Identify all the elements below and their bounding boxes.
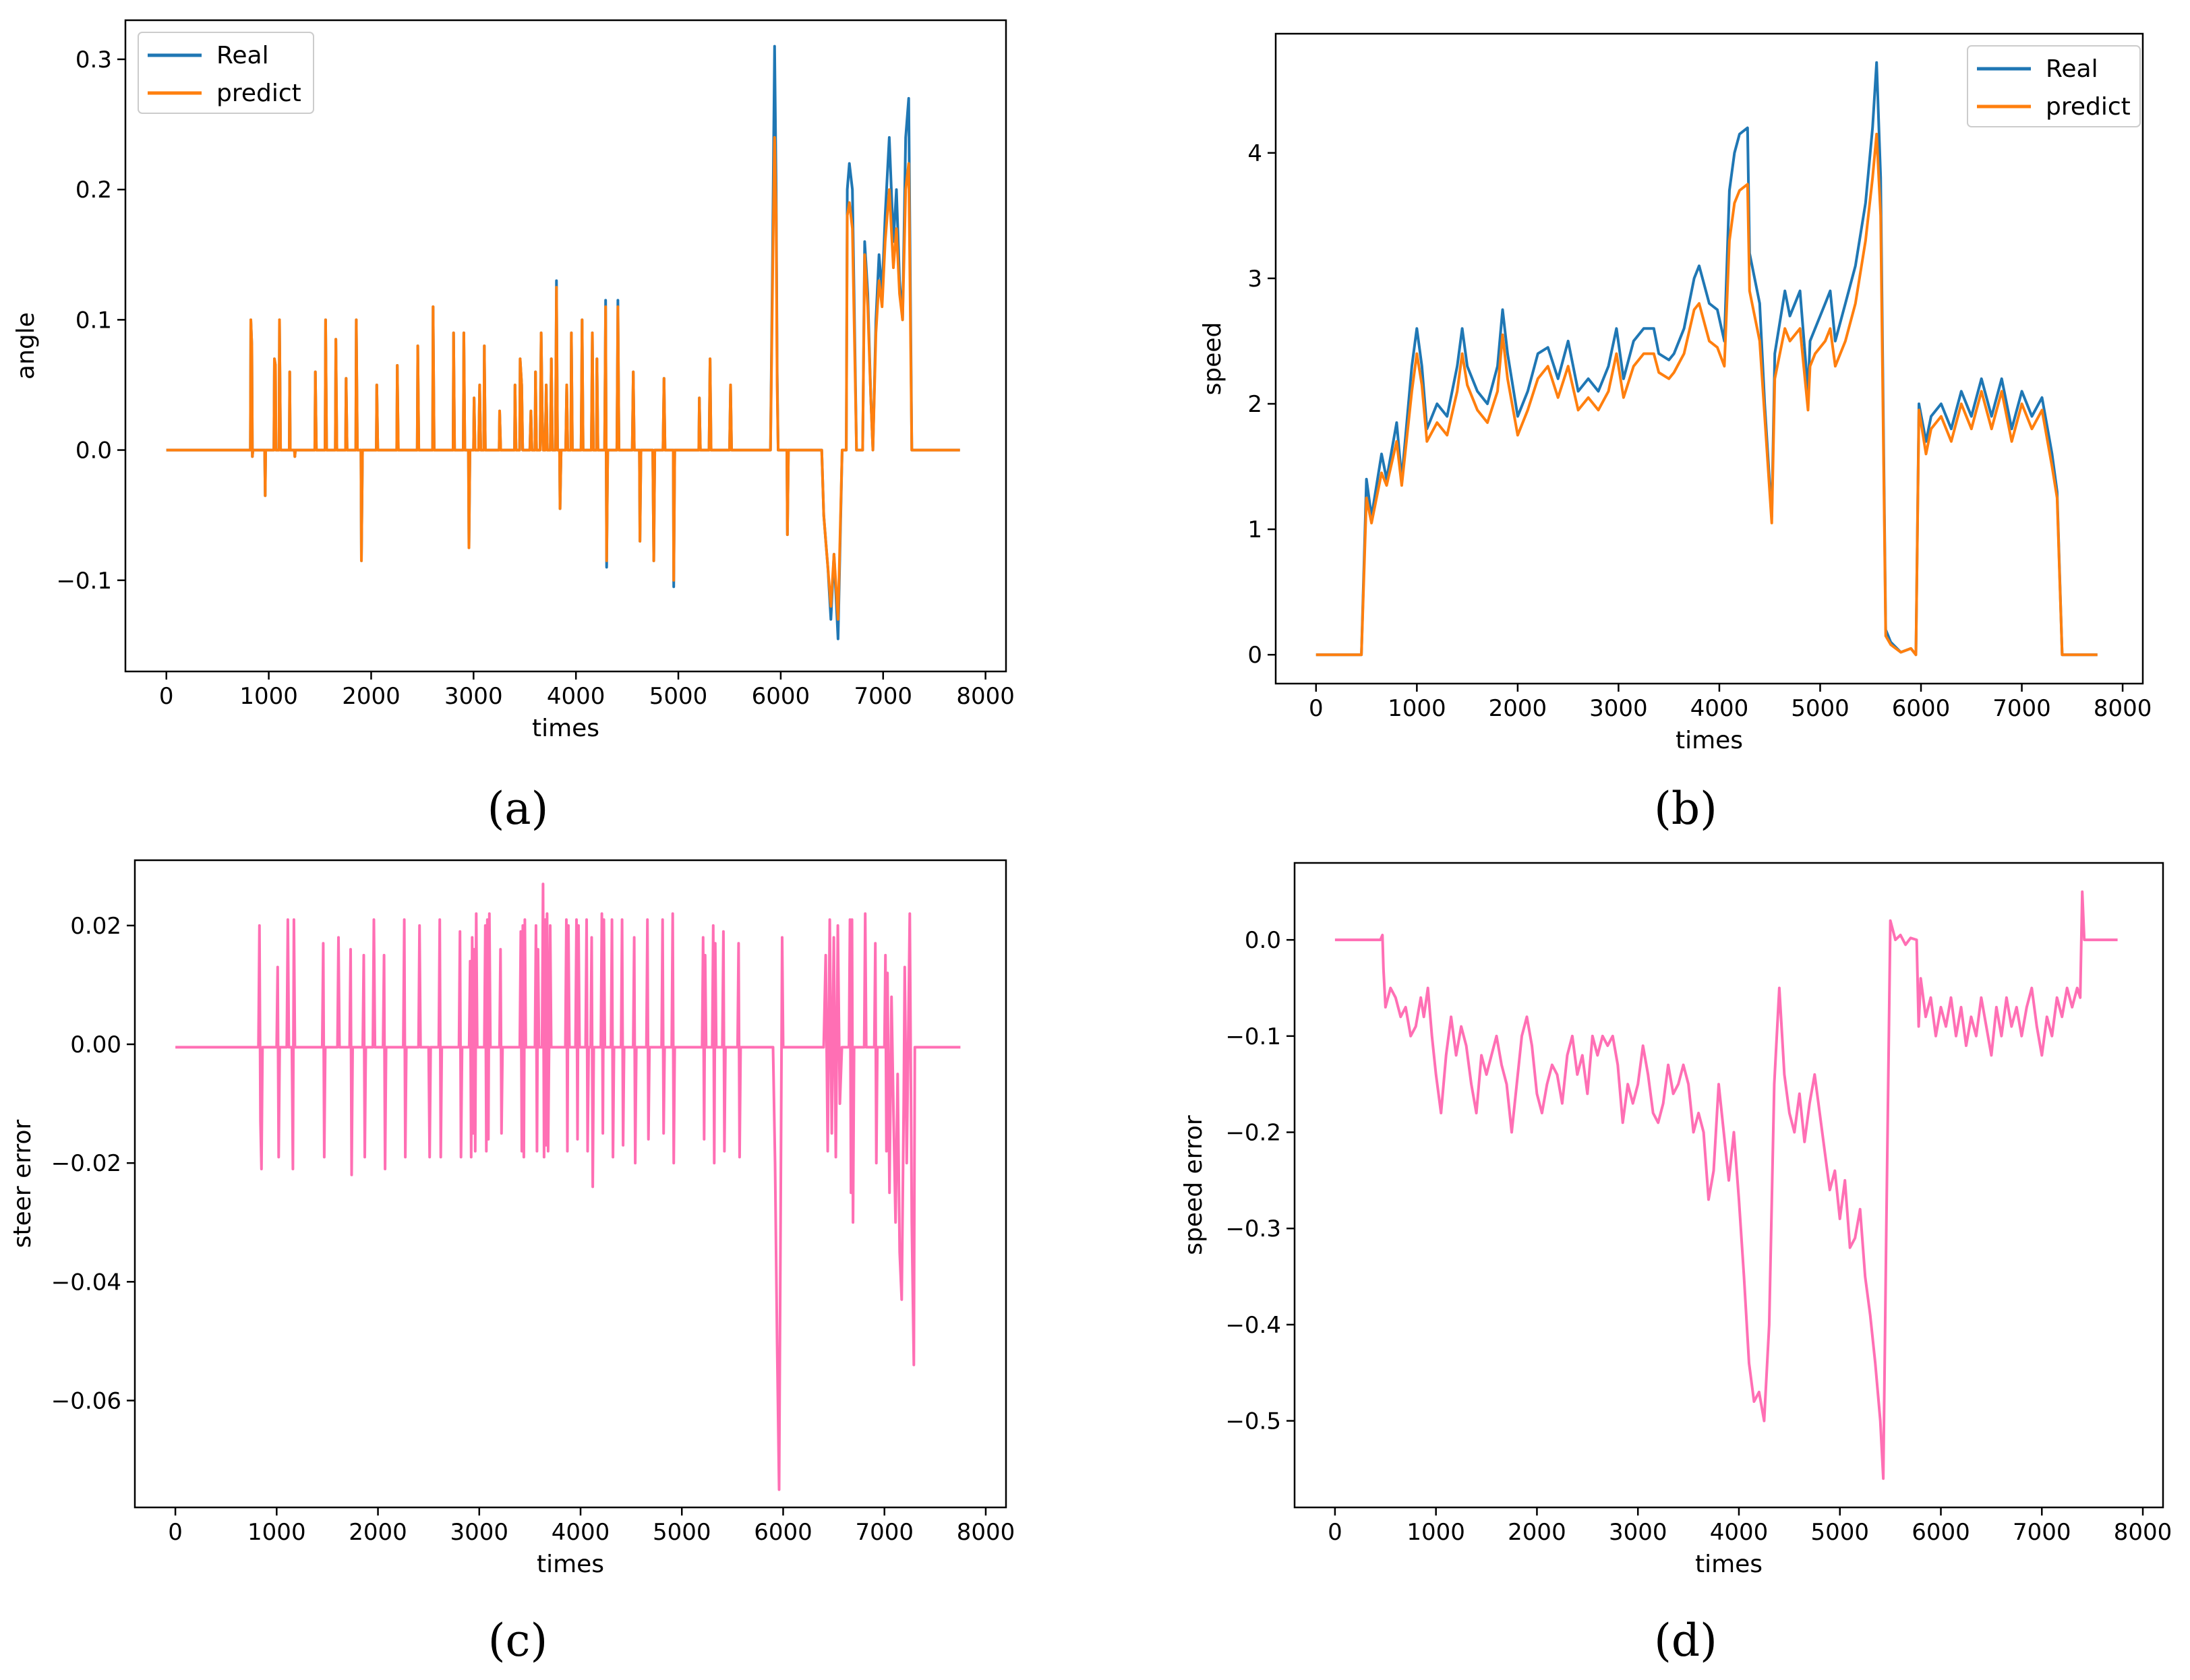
plot-frame: [124, 19, 1007, 673]
x-tick-label: 6000: [754, 1519, 812, 1546]
plot-frame: [134, 859, 1007, 1509]
y-tick-label: 0.1: [76, 307, 112, 334]
x-axis-label: times: [1676, 727, 1743, 754]
y-tick-label: 0.00: [70, 1031, 121, 1058]
y-axis-label: speed: [1199, 322, 1226, 396]
y-tick-label: −0.1: [56, 568, 112, 595]
x-tick-label: 7000: [854, 683, 913, 710]
x-tick-label: 1000: [1388, 695, 1446, 722]
x-tick-label: 0: [168, 1519, 183, 1546]
x-tick-label: 4000: [547, 683, 605, 710]
y-tick-label: −0.06: [51, 1387, 121, 1414]
x-tick-label: 0: [1328, 1519, 1342, 1546]
x-tick-label: 6000: [1912, 1519, 1970, 1546]
x-tick-label: 0: [159, 683, 174, 710]
y-tick-label: 3: [1247, 266, 1262, 293]
x-tick-label: 3000: [1609, 1519, 1667, 1546]
x-tick-label: 4000: [1690, 695, 1749, 722]
x-axis-label: times: [1695, 1551, 1763, 1578]
x-tick-label: 7000: [2013, 1519, 2071, 1546]
y-tick-label: −0.1: [1225, 1023, 1281, 1050]
x-tick-label: 4000: [1710, 1519, 1769, 1546]
panel-label-d: (d): [1654, 1615, 1717, 1667]
x-tick-label: 7000: [855, 1519, 914, 1546]
panel-label-c: (c): [488, 1615, 548, 1667]
x-tick-label: 3000: [444, 683, 503, 710]
chart-panel-b: 0 1000 2000 3000 4000 5000 6000 7000 8000 0 1 2 3 4 ti…: [1199, 32, 2152, 754]
x-tick-label: 5000: [1810, 1519, 1869, 1546]
y-axis-label: angle: [12, 312, 40, 380]
y-tick-label: −0.4: [1225, 1312, 1281, 1339]
x-axis-label: times: [537, 1551, 604, 1578]
x-tick-label: 3000: [1589, 695, 1648, 722]
x-tick-label: 1000: [239, 683, 298, 710]
x-tick-label: 3000: [450, 1519, 509, 1546]
chart-panel-d: 0 1000 2000 3000 4000 5000 6000 7000 8000 −0.5 −0.…: [1180, 862, 2172, 1578]
plot-frame: [1293, 862, 2164, 1509]
y-tick-label: 0: [1247, 642, 1262, 669]
legend: Real predict: [1967, 45, 2141, 127]
y-tick-label: 0.2: [76, 177, 112, 204]
chart-panel-a: 0 1000 2000 3000 4000 5000 6000 7000 8000 −0.1 0.0…: [12, 19, 1015, 742]
series-line-real: [1315, 61, 2098, 657]
y-tick-label: 2: [1247, 391, 1262, 418]
x-tick-label: 2000: [349, 1519, 407, 1546]
x-tick-label: 0: [1309, 695, 1324, 722]
legend-entry: predict: [216, 80, 301, 107]
y-tick-label: −0.5: [1225, 1408, 1281, 1435]
y-tick-label: 1: [1247, 516, 1262, 543]
x-tick-label: 2000: [342, 683, 401, 710]
legend-entry: predict: [2046, 93, 2131, 121]
series-line-steer-error: [175, 882, 961, 1491]
legend: Real predict: [138, 32, 314, 114]
x-tick-label: 5000: [649, 683, 708, 710]
y-axis-label: steer error: [9, 1120, 36, 1249]
x-tick-label: 2000: [1489, 695, 1547, 722]
x-tick-label: 2000: [1508, 1519, 1566, 1546]
legend-entry: Real: [216, 42, 269, 69]
y-tick-label: −0.3: [1225, 1216, 1281, 1242]
y-axis-label: speed error: [1180, 1115, 1208, 1255]
x-tick-label: 6000: [1892, 695, 1951, 722]
x-tick-label: 5000: [1791, 695, 1849, 722]
x-tick-label: 8000: [957, 1519, 1015, 1546]
x-axis-label: times: [532, 715, 599, 742]
y-tick-label: −0.04: [51, 1269, 121, 1296]
x-tick-label: 4000: [552, 1519, 610, 1546]
y-tick-label: −0.2: [1225, 1120, 1281, 1147]
y-tick-label: −0.02: [51, 1150, 121, 1177]
y-tick-label: 0.0: [1245, 927, 1281, 954]
series-line-predict: [166, 136, 960, 621]
x-tick-label: 7000: [1992, 695, 2051, 722]
panel-label-b: (b): [1654, 783, 1717, 835]
y-tick-label: 0.3: [76, 47, 112, 73]
x-tick-label: 8000: [2094, 695, 2152, 722]
panel-label-a: (a): [487, 783, 549, 835]
x-tick-label: 1000: [247, 1519, 306, 1546]
series-line-speed-error: [1334, 890, 2118, 1480]
y-tick-label: 4: [1247, 140, 1262, 167]
y-tick-label: 0.0: [76, 438, 112, 464]
y-tick-label: 0.02: [70, 913, 121, 940]
x-tick-label: 5000: [653, 1519, 711, 1546]
x-tick-label: 8000: [956, 683, 1015, 710]
x-tick-label: 1000: [1407, 1519, 1465, 1546]
series-line-predict: [1315, 132, 2098, 657]
plot-frame: [1274, 32, 2144, 685]
x-tick-label: 8000: [2114, 1519, 2172, 1546]
x-tick-label: 6000: [752, 683, 810, 710]
legend-entry: Real: [2046, 55, 2098, 83]
chart-panel-c: 0 1000 2000 3000 4000 5000 6000 7000 8000 −0.06 −0…: [9, 859, 1015, 1578]
